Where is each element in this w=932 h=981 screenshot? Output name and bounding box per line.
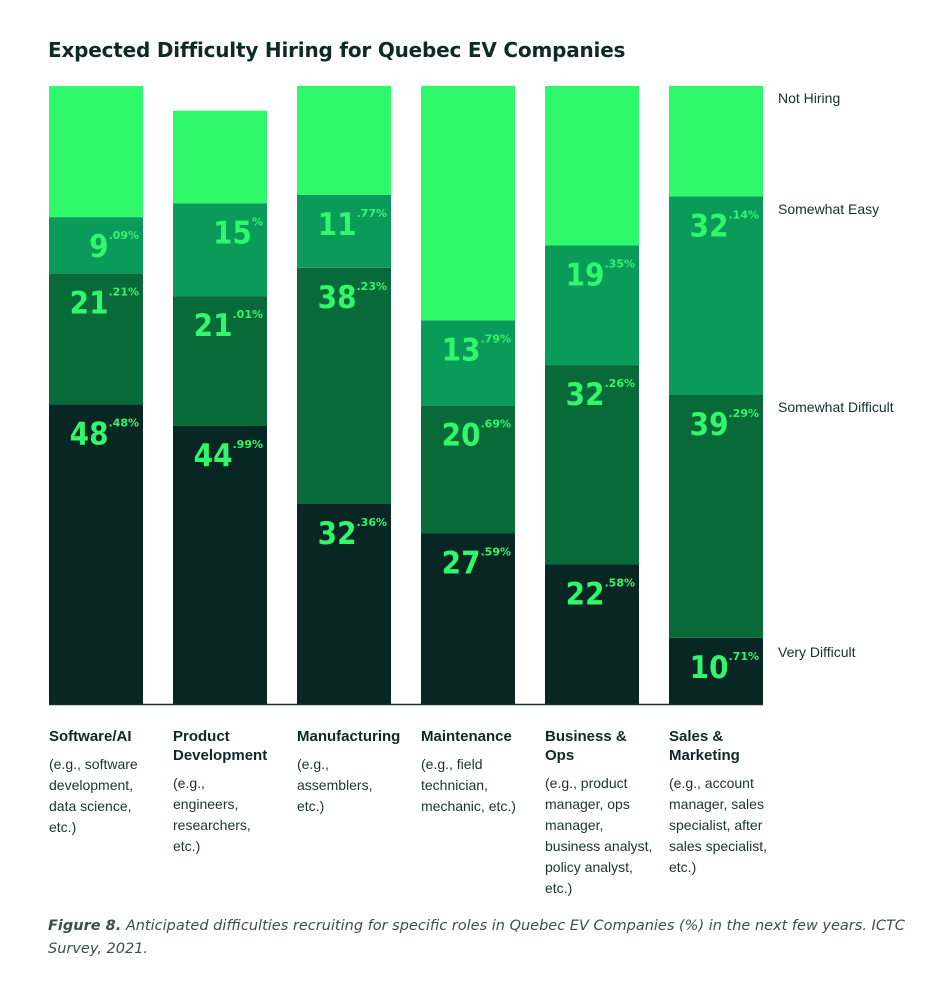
value-label-manufacturing-somewhat-easy: 11.77% <box>318 207 387 243</box>
bar-manufacturing-somewhat-difficult <box>297 267 391 505</box>
bar-software-ai-not-hiring <box>49 86 143 218</box>
value-label-business-and-ops-somewhat-difficult: 32.26% <box>566 377 635 413</box>
value-label-manufacturing-very-difficult: 32.36% <box>318 516 387 552</box>
legend-not-hiring: Not Hiring <box>778 90 840 106</box>
bar-business-and-ops-somewhat-easy <box>545 245 639 366</box>
category-name-product-development: Product Development <box>173 728 268 764</box>
legend-somewhat-easy: Somewhat Easy <box>778 201 879 217</box>
category-desc-business-ops: (e.g., product manager, ops manager, bus… <box>545 775 653 896</box>
bar-maintenance-somewhat-difficult <box>421 405 515 534</box>
bar-product-development-not-hiring <box>173 110 267 204</box>
bar-product-development-somewhat-easy <box>173 203 267 297</box>
value-label-maintenance-somewhat-difficult: 20.69% <box>442 418 511 454</box>
bar-software-ai-somewhat-difficult <box>49 273 143 405</box>
value-label-business-and-ops-not-hiring: 25.81% <box>566 98 635 134</box>
value-label-software-ai-not-hiring: 21.21% <box>70 98 139 134</box>
chart-title: Expected Difficulty Hiring for Quebec EV… <box>48 38 626 62</box>
bar-manufacturing-somewhat-easy <box>297 195 391 268</box>
category-desc-software-ai: (e.g., software development, data scienc… <box>49 756 138 835</box>
value-label-business-and-ops-somewhat-easy: 19.35% <box>566 258 635 294</box>
value-label-maintenance-not-hiring: 37.93% <box>442 98 511 134</box>
category-desc-manufacturing: (e.g., assemblers, etc.) <box>297 756 373 814</box>
bar-maintenance-very-difficult <box>421 533 515 704</box>
figure-caption-text: Anticipated difficulties recruiting for … <box>48 918 905 957</box>
bar-software-ai-somewhat-easy <box>49 217 143 274</box>
value-label-business-and-ops-very-difficult: 22.58% <box>566 576 635 612</box>
category-desc-maintenance: (e.g., field technician, mechanic, etc.) <box>421 756 516 814</box>
bar-manufacturing-not-hiring <box>297 86 391 196</box>
value-label-software-ai-very-difficult: 48.48% <box>70 416 139 452</box>
bar-maintenance-somewhat-easy <box>421 320 515 406</box>
stacked-bar-chart: 48.48% 21.21% 9.09% 21.21% 44.99% 21.01% 15% 15… <box>49 86 894 706</box>
bar-maintenance-not-hiring <box>421 86 515 321</box>
bar-business-and-ops-somewhat-difficult <box>545 365 639 565</box>
value-label-product-development-somewhat-easy: 15% <box>213 215 263 251</box>
bar-product-development-somewhat-difficult <box>173 296 267 426</box>
value-label-software-ai-somewhat-difficult: 21.21% <box>70 285 139 321</box>
category-desc-sales-marketing: (e.g., account manager, sales specialist… <box>669 775 768 875</box>
value-label-manufacturing-somewhat-difficult: 38.23% <box>318 280 387 316</box>
value-label-maintenance-very-difficult: 27.59% <box>442 545 511 581</box>
category-name-business-ops: Business & Ops <box>545 728 627 764</box>
bar-sales-and-marketing-not-hiring <box>669 86 763 197</box>
value-label-product-development-very-difficult: 44.99% <box>194 438 263 474</box>
bar-sales-and-marketing-somewhat-difficult <box>669 395 763 638</box>
value-label-manufacturing-not-hiring: 17.64% <box>318 98 387 134</box>
bar-sales-and-marketing-very-difficult <box>669 637 763 704</box>
value-label-maintenance-somewhat-easy: 13.79% <box>442 332 511 368</box>
bar-business-and-ops-not-hiring <box>545 86 639 246</box>
figure-number: Figure 8. <box>48 918 122 934</box>
value-label-sales-and-marketing-very-difficult: 10.71% <box>690 650 759 686</box>
bar-software-ai-very-difficult <box>49 404 143 704</box>
category-name-software-ai: Software/AI <box>49 728 132 745</box>
value-label-sales-and-marketing-somewhat-easy: 32.14% <box>690 208 759 244</box>
category-desc-product-development: (e.g., engineers, researchers, etc.) <box>173 775 251 854</box>
bar-business-and-ops-very-difficult <box>545 564 639 704</box>
legend-very-difficult: Very Difficult <box>778 644 856 660</box>
category-name-maintenance: Maintenance <box>421 728 512 745</box>
value-label-sales-and-marketing-somewhat-difficult: 39.29% <box>690 407 759 443</box>
category-name-manufacturing: Manufacturing <box>297 728 401 745</box>
value-label-product-development-not-hiring: 15% <box>213 123 263 159</box>
category-name-sales-marketing: Sales & Marketing <box>669 728 740 764</box>
value-label-sales-and-marketing-not-hiring: 17.86% <box>690 98 759 134</box>
value-label-software-ai-somewhat-easy: 9.09% <box>89 229 139 265</box>
figure-caption: Figure 8. Anticipated difficulties recru… <box>48 915 908 961</box>
legend-somewhat-difficult: Somewhat Difficult <box>778 399 894 415</box>
bar-manufacturing-very-difficult <box>297 504 391 704</box>
value-label-product-development-somewhat-difficult: 21.01% <box>194 308 263 344</box>
bar-product-development-very-difficult <box>173 425 267 704</box>
bar-sales-and-marketing-somewhat-easy <box>669 196 763 395</box>
